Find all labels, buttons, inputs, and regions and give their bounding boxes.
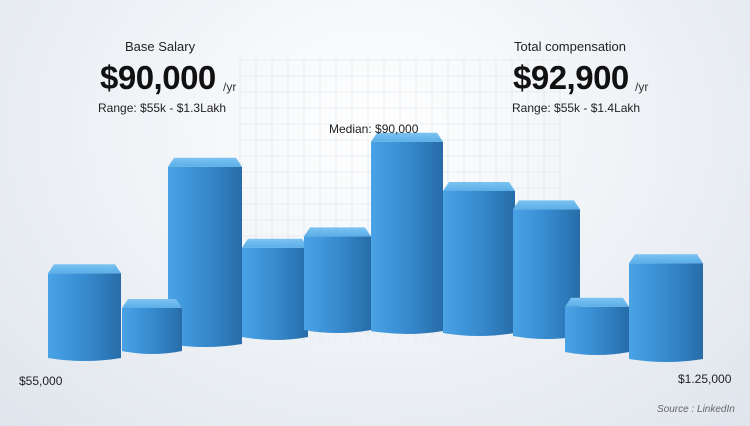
bar-2 — [122, 299, 182, 354]
bar-3 — [168, 157, 242, 347]
bar-top — [629, 254, 703, 264]
bar-9 — [565, 297, 629, 355]
bar-front — [371, 141, 443, 334]
bar-top — [513, 200, 580, 210]
bar-top — [443, 182, 515, 191]
bar-front — [122, 308, 182, 354]
total-compensation-range: Range: $55k - $1.4Lakh — [512, 101, 641, 115]
bar-front — [565, 306, 629, 355]
total-compensation-value: $92,900 — [513, 59, 629, 96]
bar-top — [168, 157, 242, 167]
bar-front — [48, 273, 121, 361]
bar-10 — [629, 254, 703, 362]
bar-front — [242, 247, 308, 340]
bar-4 — [242, 238, 308, 340]
base-salary-range: Range: $55k - $1.3Lakh — [98, 101, 227, 115]
bar-6 — [371, 132, 443, 334]
bar-top — [48, 264, 121, 274]
bar-top — [304, 227, 371, 237]
bar-front — [443, 191, 515, 336]
bar-top — [242, 238, 308, 248]
total-compensation-label: Total compensation — [514, 39, 627, 54]
source-note: Source : LinkedIn — [657, 404, 735, 415]
x-axis-max-label: $1.25,000 — [678, 372, 732, 386]
bar-7 — [443, 182, 515, 336]
median-label: Median: $90,000 — [329, 122, 419, 136]
bar-front — [304, 236, 371, 333]
bar-front — [629, 263, 703, 362]
total-compensation-unit: /yr — [635, 80, 649, 94]
bars-group — [48, 132, 703, 362]
base-salary-label: Base Salary — [125, 39, 196, 54]
bar-top — [122, 299, 182, 308]
x-axis-min-label: $55,000 — [19, 374, 63, 388]
base-salary-value: $90,000 — [100, 59, 216, 96]
bar-8 — [513, 200, 580, 339]
bar-1 — [48, 264, 121, 361]
bar-front — [513, 209, 580, 339]
bar-top — [371, 132, 443, 142]
bar-front — [168, 166, 242, 347]
bar-5 — [304, 227, 371, 333]
base-salary-unit: /yr — [223, 80, 237, 94]
bar-top — [565, 297, 629, 307]
